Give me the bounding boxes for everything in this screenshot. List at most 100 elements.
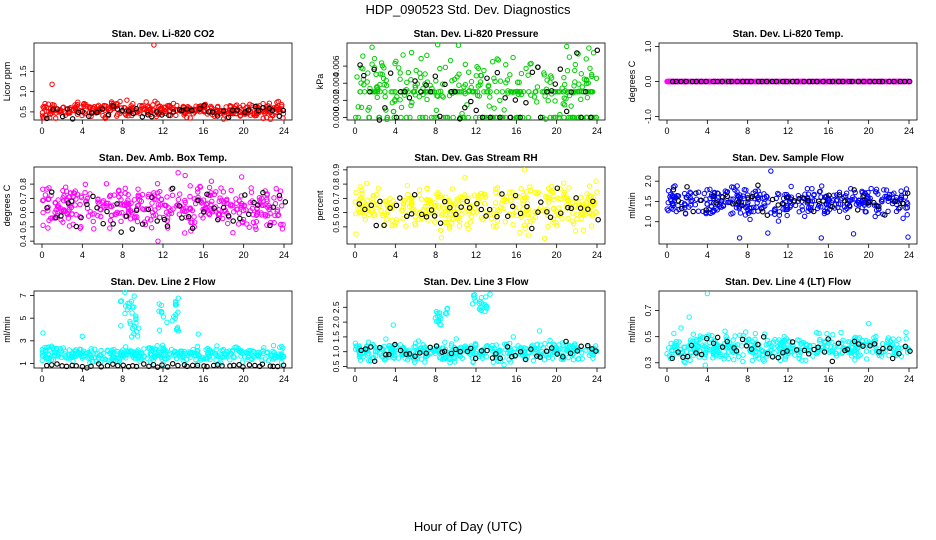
data-point bbox=[428, 114, 435, 121]
data-point bbox=[392, 222, 398, 229]
reference-point bbox=[59, 363, 65, 369]
data-point bbox=[127, 216, 134, 222]
points-group bbox=[353, 42, 601, 123]
data-point bbox=[369, 44, 375, 50]
data-point bbox=[266, 100, 273, 106]
data-point bbox=[485, 89, 491, 95]
data-point bbox=[904, 212, 910, 218]
x-tick-label: 16 bbox=[198, 250, 208, 260]
data-point bbox=[518, 214, 525, 220]
data-point-outlier bbox=[49, 81, 55, 88]
data-point bbox=[564, 68, 571, 74]
data-point bbox=[111, 192, 117, 198]
data-point bbox=[422, 81, 428, 87]
data-point bbox=[77, 213, 83, 220]
data-point bbox=[863, 348, 870, 354]
data-point bbox=[254, 209, 261, 215]
data-point bbox=[40, 197, 47, 203]
data-point bbox=[369, 89, 375, 95]
reference-point bbox=[423, 82, 429, 88]
data-point bbox=[407, 114, 413, 121]
data-point bbox=[507, 72, 513, 78]
data-point bbox=[476, 93, 482, 99]
data-point bbox=[501, 362, 507, 368]
data-point bbox=[499, 89, 506, 95]
data-point bbox=[253, 226, 259, 233]
data-point bbox=[584, 89, 591, 95]
data-point bbox=[547, 114, 553, 121]
data-point bbox=[482, 191, 488, 198]
x-tick-label: 0 bbox=[39, 250, 44, 260]
data-point bbox=[107, 203, 113, 209]
data-point bbox=[545, 223, 551, 230]
data-point bbox=[401, 197, 407, 204]
data-point bbox=[556, 114, 562, 121]
data-point bbox=[397, 70, 403, 76]
data-point bbox=[396, 65, 402, 71]
x-tick-label: 12 bbox=[471, 250, 481, 260]
data-point bbox=[535, 189, 542, 196]
x-tick-label: 20 bbox=[552, 126, 562, 136]
y-tick-label: 0.8 bbox=[18, 178, 28, 190]
data-point bbox=[233, 206, 240, 213]
data-point-outlier bbox=[865, 320, 872, 327]
data-point bbox=[405, 191, 411, 198]
data-point bbox=[791, 352, 798, 358]
y-tick-label: 0.9 bbox=[331, 164, 341, 176]
reference-point bbox=[252, 103, 258, 110]
data-point bbox=[526, 89, 532, 95]
data-point bbox=[562, 81, 568, 88]
data-point bbox=[151, 190, 157, 196]
data-point bbox=[515, 193, 521, 199]
data-point bbox=[181, 112, 187, 118]
reference-point bbox=[175, 362, 181, 369]
data-point bbox=[804, 186, 811, 192]
data-point bbox=[155, 202, 162, 208]
data-point bbox=[358, 65, 364, 71]
reference-point bbox=[133, 207, 140, 214]
data-point-outlier bbox=[238, 174, 245, 180]
data-point bbox=[532, 89, 538, 95]
data-point bbox=[462, 61, 469, 67]
reference-point bbox=[866, 78, 873, 85]
reference-point bbox=[204, 191, 210, 197]
data-point bbox=[586, 45, 592, 51]
data-point bbox=[578, 96, 584, 103]
x-tick-label: 12 bbox=[783, 374, 793, 384]
data-point bbox=[542, 116, 549, 122]
data-point bbox=[576, 81, 582, 87]
data-point bbox=[424, 89, 431, 95]
data-point bbox=[384, 116, 390, 123]
data-point bbox=[373, 89, 379, 95]
data-point bbox=[429, 89, 436, 95]
data-point bbox=[497, 78, 504, 84]
x-tick-label: 24 bbox=[904, 250, 914, 260]
data-point bbox=[434, 114, 440, 121]
data-point-outlier bbox=[818, 235, 824, 241]
x-tick-label: 4 bbox=[80, 250, 85, 260]
reference-point bbox=[179, 215, 185, 221]
data-point-outlier bbox=[541, 235, 548, 241]
data-point bbox=[176, 211, 183, 217]
data-point-outlier bbox=[175, 170, 181, 176]
data-point bbox=[408, 49, 415, 56]
data-point bbox=[52, 209, 58, 216]
data-point bbox=[478, 294, 485, 301]
data-point bbox=[508, 89, 514, 95]
reference-point bbox=[906, 78, 913, 85]
reference-point bbox=[849, 78, 855, 85]
data-point bbox=[442, 208, 449, 214]
data-point bbox=[404, 79, 410, 86]
reference-point bbox=[270, 204, 277, 210]
data-point bbox=[765, 199, 771, 205]
data-point bbox=[164, 319, 170, 325]
data-point bbox=[66, 223, 73, 229]
data-point bbox=[84, 103, 90, 110]
y-tick-label: 0.006 bbox=[331, 55, 341, 77]
reference-point bbox=[260, 189, 266, 196]
data-point bbox=[571, 89, 577, 95]
reference-point bbox=[382, 105, 388, 111]
data-point bbox=[433, 78, 439, 84]
data-point bbox=[390, 89, 396, 95]
reference-point bbox=[552, 81, 559, 87]
